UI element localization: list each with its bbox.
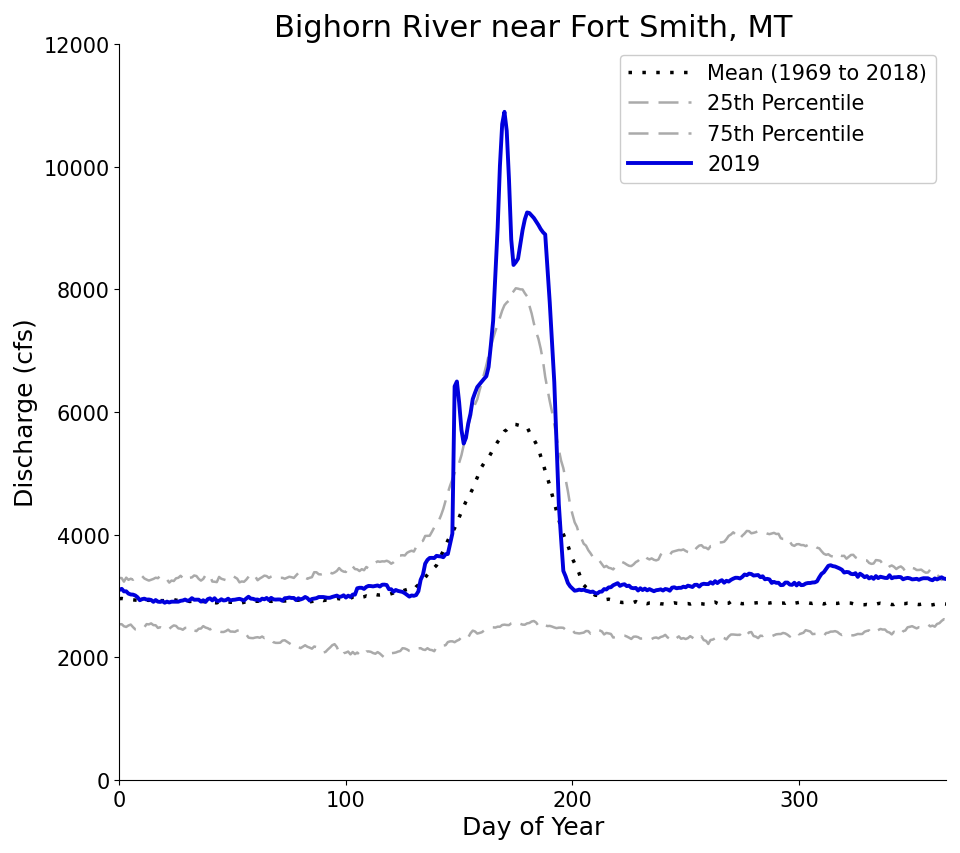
Title: Bighorn River near Fort Smith, MT: Bighorn River near Fort Smith, MT: [274, 14, 792, 43]
X-axis label: Day of Year: Day of Year: [462, 815, 604, 839]
Legend: Mean (1969 to 2018), 25th Percentile, 75th Percentile, 2019: Mean (1969 to 2018), 25th Percentile, 75…: [620, 55, 936, 183]
Y-axis label: Discharge (cfs): Discharge (cfs): [13, 318, 37, 507]
